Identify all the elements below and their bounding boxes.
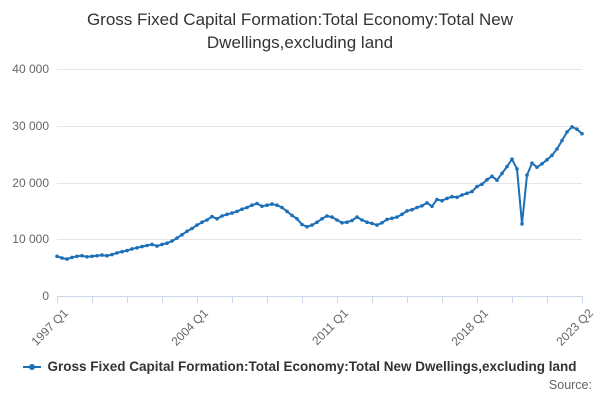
x-axis-tick: [372, 297, 373, 303]
x-axis-tick: [232, 297, 233, 303]
x-axis-label-1997-Q1: 1997 Q1: [28, 306, 71, 349]
chart-title: Gross Fixed Capital Formation:Total Econ…: [0, 8, 600, 54]
x-axis-tick: [407, 297, 408, 303]
x-axis-tick: [512, 297, 513, 303]
x-axis-tick: [267, 297, 268, 303]
y-axis-label-0: 0: [42, 289, 49, 303]
x-axis-tick: [162, 297, 163, 303]
gridline-30000: [57, 125, 582, 127]
x-axis-line: [57, 296, 583, 297]
chart-title-line1: Gross Fixed Capital Formation:Total Econ…: [86, 10, 514, 29]
x-axis-tick: [477, 297, 478, 303]
x-axis-tick: [197, 297, 198, 303]
y-axis-label-20000: 20 000: [12, 175, 49, 190]
gridline-40000: [57, 69, 582, 70]
x-axis-tick: [57, 297, 58, 303]
y-axis-label-30000: 30 000: [12, 118, 49, 133]
gridline-20000: [57, 182, 582, 184]
y-axis-label-10000: 10 000: [12, 232, 49, 247]
source-note: Source:: [548, 378, 592, 392]
x-axis-tick: [337, 297, 338, 303]
x-axis-tick: [582, 297, 583, 303]
x-axis-tick: [302, 297, 303, 303]
y-axis-label-40000: 40 000: [12, 62, 49, 76]
x-axis-tick: [442, 297, 443, 303]
legend-series-label[interactable]: Gross Fixed Capital Formation:Total Econ…: [47, 359, 577, 374]
line-marker-icon: [23, 363, 42, 370]
gridline-10000: [57, 239, 582, 241]
chart-title-line2: Dwellings,excluding land: [206, 33, 394, 52]
x-axis-label-2004-Q1: 2004 Q1: [168, 306, 211, 349]
x-axis-tick: [547, 297, 548, 303]
x-axis-label-2018-Q1: 2018 Q1: [448, 306, 491, 349]
x-axis-label-2011-Q1: 2011 Q1: [309, 306, 351, 348]
data-series-line: [55, 125, 584, 261]
plot-area: [55, 69, 584, 296]
x-axis-tick: [92, 297, 93, 303]
x-axis-tick: [127, 297, 128, 303]
x-axis-label-2023-Q2: 2023 Q2: [553, 306, 596, 349]
legend: Gross Fixed Capital Formation:Total Econ…: [0, 359, 600, 374]
